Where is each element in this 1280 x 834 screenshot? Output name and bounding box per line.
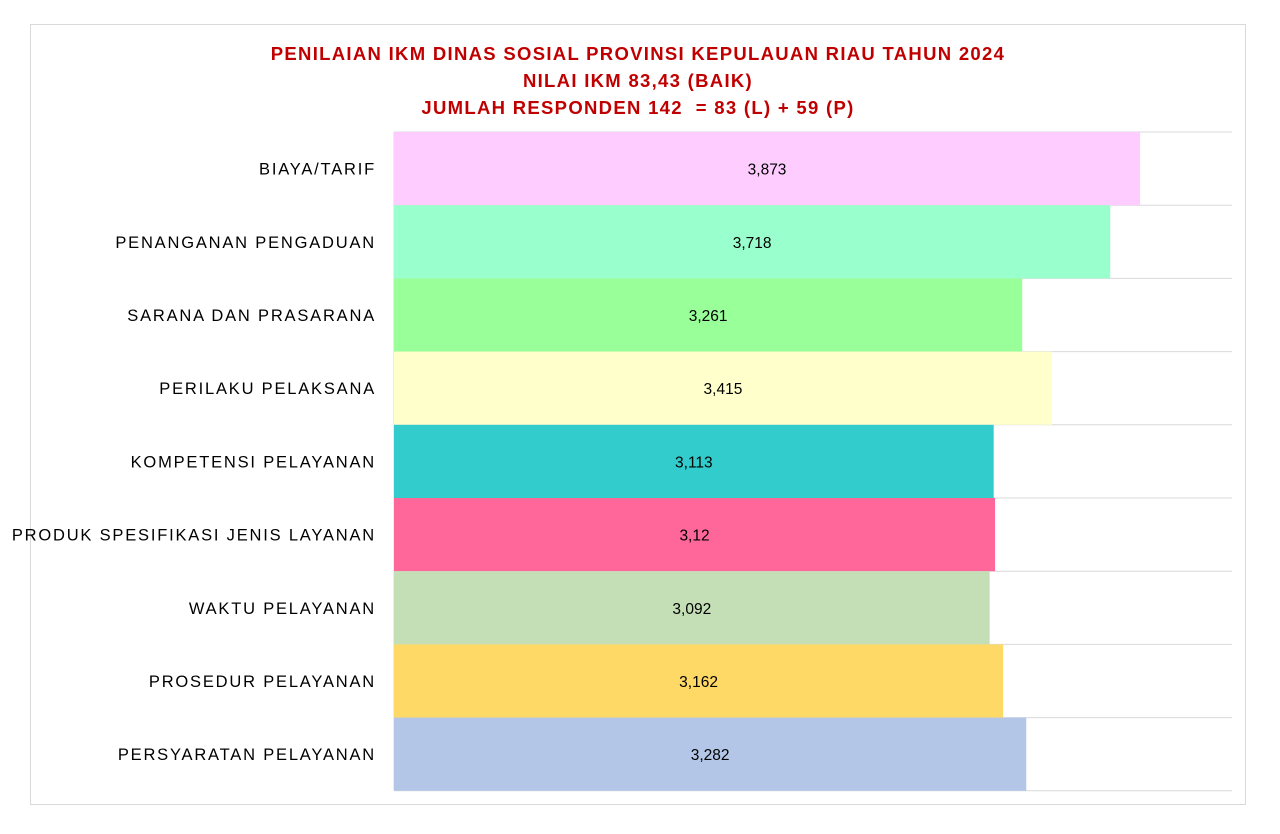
category-label: PROSEDUR PELAYANAN bbox=[149, 673, 376, 691]
chart-title: PENILAIAN IKM DINAS SOSIAL PROVINSI KEPU… bbox=[270, 43, 1006, 64]
bar-value-label: 3,282 bbox=[691, 747, 730, 764]
bar bbox=[394, 571, 990, 645]
bar-value-label: 3,092 bbox=[672, 601, 711, 618]
bar-value-label: 3,415 bbox=[704, 381, 743, 398]
chart-subtitle-respondents: JUMLAH RESPONDEN 142 = 83 (L) + 59 (P) bbox=[421, 97, 855, 118]
bar bbox=[394, 278, 1023, 352]
bar-value-label: 3,261 bbox=[689, 308, 728, 325]
category-label: KOMPETENSI PELAYANAN bbox=[131, 453, 376, 471]
bar bbox=[394, 424, 994, 498]
bar-value-label: 3,718 bbox=[733, 235, 772, 252]
bar bbox=[394, 717, 1027, 791]
category-label: SARANA DAN PRASARANA bbox=[127, 307, 376, 325]
category-label: PERILAKU PELAKSANA bbox=[159, 380, 376, 398]
bar-value-label: 3,12 bbox=[679, 528, 709, 545]
bar-value-label: 3,873 bbox=[748, 162, 787, 179]
bar bbox=[394, 498, 996, 572]
bar bbox=[394, 205, 1111, 279]
bar-value-label: 3,162 bbox=[679, 674, 718, 691]
category-label: PERSYARATAN PELAYANAN bbox=[118, 746, 376, 764]
category-labels: BIAYA/TARIF PENANGANAN PENGADUAN SARANA DA… bbox=[12, 161, 376, 765]
bar bbox=[394, 644, 1004, 718]
category-label: PENANGANAN PENGADUAN bbox=[115, 234, 376, 252]
value-labels: 3,873 3,718 3,261 3,415 3,113 3,12 3,092 3,162 3… bbox=[672, 162, 786, 765]
bar-value-label: 3,113 bbox=[675, 454, 713, 471]
bar bbox=[394, 351, 1052, 425]
chart-titles: PENILAIAN IKM DINAS SOSIAL PROVINSI KEPU… bbox=[30, 40, 1246, 121]
category-label: BIAYA/TARIF bbox=[259, 161, 376, 179]
bars bbox=[394, 132, 1141, 791]
category-label: WAKTU PELAYANAN bbox=[189, 600, 376, 618]
bar bbox=[394, 132, 1141, 206]
chart-subtitle-ikm: NILAI IKM 83,43 (BAIK) bbox=[522, 70, 754, 91]
category-label: PRODUK SPESIFIKASI JENIS LAYANAN bbox=[12, 527, 376, 545]
